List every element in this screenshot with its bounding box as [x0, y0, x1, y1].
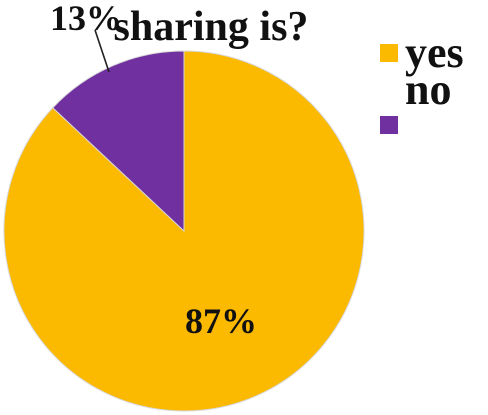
- no-slice-leader-line: [94, 29, 110, 73]
- legend-swatch-yes: [380, 44, 398, 62]
- legend-label-no: no: [405, 65, 451, 114]
- pie-slice-no: [52, 50, 185, 233]
- slice-label-no: 13%: [50, 0, 122, 38]
- pie-slices: [3, 50, 365, 412]
- legend-swatch-no: [380, 116, 398, 134]
- slice-label-yes: 87%: [185, 301, 257, 341]
- legend: yes no: [380, 28, 464, 134]
- chart-title: sharing is?: [114, 4, 309, 50]
- legend-label-yes: yes: [405, 28, 464, 77]
